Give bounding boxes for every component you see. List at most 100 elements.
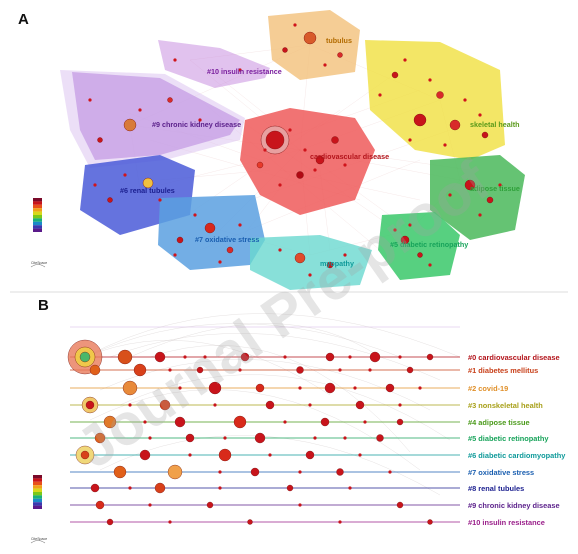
node (233, 415, 247, 429)
timeline-label-9: #9 chronic kidney disease (468, 501, 560, 510)
node (406, 366, 414, 374)
node (427, 519, 433, 525)
timeline-label-0: #0 cardiovascular disease (468, 353, 560, 362)
node (294, 252, 306, 264)
label-oxidative-stress: #7 oxidative stress (195, 235, 259, 244)
node-major-core (265, 130, 285, 150)
timeline-label-1: #1 diabetes mellitus (468, 366, 538, 375)
node (396, 418, 404, 426)
node (254, 432, 266, 444)
hull-tubulus (268, 10, 360, 80)
hull-diabetic-retinopathy (378, 212, 460, 280)
node (296, 366, 304, 374)
node (117, 349, 133, 365)
node (90, 483, 100, 493)
node (167, 97, 173, 103)
node (247, 519, 253, 525)
node (133, 363, 147, 377)
panel-b: B (30, 297, 566, 544)
node (417, 252, 423, 258)
node (159, 399, 171, 411)
node (103, 415, 117, 429)
node (185, 433, 195, 443)
node (240, 352, 250, 362)
node (282, 47, 288, 53)
node (326, 261, 334, 269)
panel-a-small-nodes (88, 23, 502, 277)
hull-chronic-kidney-disease-halo (60, 70, 245, 168)
hull-insulin-resistance (158, 40, 270, 88)
panel-a-nodes (97, 31, 494, 269)
node (305, 450, 315, 460)
node (196, 366, 204, 374)
panel-a-logo: CiteSpace (30, 261, 47, 268)
node (320, 417, 330, 427)
label-chronic-kidney-disease: #9 chronic kidney disease (152, 120, 241, 129)
panel-a: A (18, 10, 525, 290)
node (286, 484, 294, 492)
svg-text:CiteSpace: CiteSpace (31, 261, 47, 265)
node (154, 482, 166, 494)
node (265, 400, 275, 410)
svg-text:CiteSpace: CiteSpace (31, 537, 47, 541)
timeline-label-2: #2 covid-19 (468, 384, 508, 393)
node (324, 382, 336, 394)
node (369, 351, 381, 363)
timeline-label-4: #4 adipose tissue (468, 418, 530, 427)
node (400, 235, 410, 245)
node (481, 131, 489, 139)
node (142, 177, 154, 189)
node (113, 465, 127, 479)
node (413, 113, 427, 127)
node (315, 155, 325, 165)
node (355, 400, 365, 410)
timeline-label-5: #5 diabetic retinopathy (468, 434, 549, 443)
node (208, 381, 222, 395)
label-cardiovascular-disease: cardiovascular disease (310, 152, 389, 161)
node (436, 91, 444, 99)
label-renal-tubules: #6 renal tubules (120, 186, 175, 195)
node (255, 383, 265, 393)
node (250, 467, 260, 477)
label-insulin-resistance: #10 insulin resistance (207, 67, 282, 76)
node (204, 222, 216, 234)
label-myopathy: myopathy (320, 259, 354, 268)
hull-cardiovascular (240, 108, 375, 215)
node (176, 236, 184, 244)
panel-b-nodes (67, 339, 434, 526)
node (391, 71, 399, 79)
node (337, 52, 343, 58)
node (464, 179, 476, 191)
node (123, 118, 137, 132)
timeline-label-8: #8 renal tubules (468, 484, 524, 493)
node (218, 448, 232, 462)
node (256, 161, 264, 169)
node (385, 383, 395, 393)
node (226, 246, 234, 254)
node (107, 197, 113, 203)
label-adipose-tissue: adipose tissue (470, 184, 520, 193)
node (449, 119, 461, 131)
node (89, 364, 101, 376)
node (331, 136, 339, 144)
node (296, 171, 304, 179)
timeline-label-3: #3 nonskeletal health (468, 401, 543, 410)
timeline-label-7: #7 oxidative stress (468, 468, 534, 477)
node (122, 380, 138, 396)
node (303, 31, 317, 45)
node (396, 501, 404, 509)
label-tubulus: tubulus (326, 36, 352, 45)
node (426, 353, 434, 361)
node (174, 416, 186, 428)
label-diabetic-retinopathy: #5 diabetic retinopathy (390, 240, 468, 249)
panel-a-year-legend (33, 198, 42, 232)
node (167, 464, 183, 480)
node (95, 500, 105, 510)
node-core (80, 450, 90, 460)
node (154, 351, 166, 363)
label-skeletal-health: skeletal health (470, 120, 520, 129)
node-major-core (79, 351, 91, 363)
panel-b-year-legend (33, 475, 42, 509)
panel-a-letter: A (18, 11, 29, 28)
hull-adipose-tissue (430, 155, 525, 240)
